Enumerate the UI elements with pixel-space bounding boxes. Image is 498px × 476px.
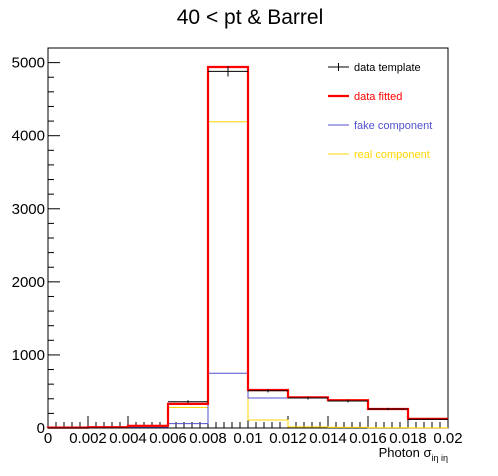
legend-label: fake component xyxy=(354,120,432,132)
legend-label: real component xyxy=(354,149,430,161)
x-tick-label: 0.02 xyxy=(433,430,462,447)
x-tick-label: 0.006 xyxy=(149,430,187,447)
x-axis-label: Photon σiη iη xyxy=(379,445,448,463)
y-tick-label: 5000 xyxy=(12,55,45,72)
legend-label: data template xyxy=(354,62,421,74)
x-axis-label-base: Photon σ xyxy=(379,445,432,460)
legend-label: data fitted xyxy=(354,91,402,103)
y-tick-labels: 0 1000 2000 3000 4000 5000 xyxy=(12,55,45,437)
x-tick-label: 0.01 xyxy=(233,430,262,447)
legend: data template data fitted fake component re… xyxy=(328,62,432,161)
x-tick-label: 0.016 xyxy=(349,430,387,447)
x-tick-label: 0.018 xyxy=(389,430,427,447)
x-tick-label: 0 xyxy=(44,430,52,447)
x-tick-label: 0.004 xyxy=(109,430,147,447)
x-axis-label-subscript: iη iη xyxy=(431,453,448,463)
series-layer xyxy=(46,65,448,429)
y-tick-label: 1000 xyxy=(12,347,45,364)
x-tick-label: 0.002 xyxy=(69,430,107,447)
y-tick-label: 2000 xyxy=(12,274,45,291)
series-data-fitted-line xyxy=(46,65,448,429)
chart-title: 40 < pt & Barrel xyxy=(177,6,324,29)
y-tick-label: 0 xyxy=(37,420,45,437)
x-tick-label: 0.008 xyxy=(189,430,227,447)
x-tick-labels: 0 0.002 0.004 0.006 0.008 0.01 0.012 0.014 0.016… xyxy=(44,430,463,447)
x-tick-label: 0.012 xyxy=(269,430,307,447)
x-tick-label: 0.014 xyxy=(309,430,347,447)
y-tick-label: 3000 xyxy=(12,201,45,218)
y-tick-label: 4000 xyxy=(12,128,45,145)
